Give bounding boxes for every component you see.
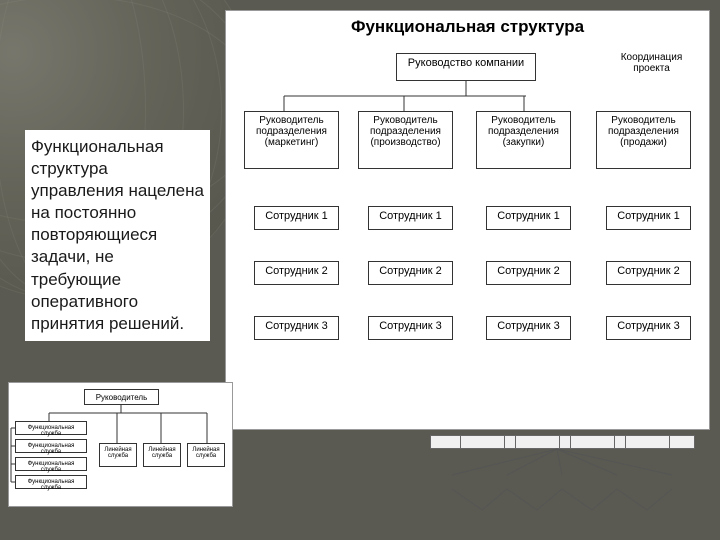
small-service-box: Функциональная служба	[15, 439, 87, 453]
small-service-box: Функциональная служба	[15, 475, 87, 489]
top-management-box: Руководство компании	[396, 53, 536, 81]
employee-box: Сотрудник 1	[254, 206, 339, 230]
small-service-box: Функциональная служба	[15, 421, 87, 435]
small-org-chart: Руководитель Функциональная служба Функц…	[8, 382, 233, 507]
division-box: Руководитель подразделения (закупки)	[476, 111, 571, 169]
employee-box: Сотрудник 1	[606, 206, 691, 230]
division-box: Руководитель подразделения (продажи)	[596, 111, 691, 169]
division-box: Руководитель подразделения (маркетинг)	[244, 111, 339, 169]
main-org-chart: Функциональная структура Руководство ком…	[225, 10, 710, 430]
division-box: Руководитель подразделения (производство…	[358, 111, 453, 169]
employee-box: Сотрудник 3	[486, 316, 571, 340]
employee-box: Сотрудник 2	[254, 261, 339, 285]
small-service-box: Функциональная служба	[15, 457, 87, 471]
mini-box	[570, 435, 615, 449]
employee-box: Сотрудник 2	[486, 261, 571, 285]
mini-tree-diagram	[420, 435, 700, 530]
small-line-box: Линейная служба	[143, 443, 181, 467]
employee-box: Сотрудник 2	[368, 261, 453, 285]
employee-box: Сотрудник 3	[606, 316, 691, 340]
employee-box: Сотрудник 3	[368, 316, 453, 340]
small-head-box: Руководитель	[84, 389, 159, 405]
mini-connector-lines	[420, 435, 700, 530]
employee-box: Сотрудник 3	[254, 316, 339, 340]
coordination-box: Координация проекта	[604, 49, 699, 81]
small-line-box: Линейная служба	[187, 443, 225, 467]
small-line-box: Линейная служба	[99, 443, 137, 467]
employee-box: Сотрудник 1	[486, 206, 571, 230]
employee-box: Сотрудник 2	[606, 261, 691, 285]
mini-box	[515, 435, 560, 449]
sidebar-description: Функциональная структура управления наце…	[25, 130, 210, 341]
employee-box: Сотрудник 1	[368, 206, 453, 230]
mini-box	[625, 435, 670, 449]
mini-box	[460, 435, 505, 449]
diagram-title: Функциональная структура	[226, 17, 709, 37]
